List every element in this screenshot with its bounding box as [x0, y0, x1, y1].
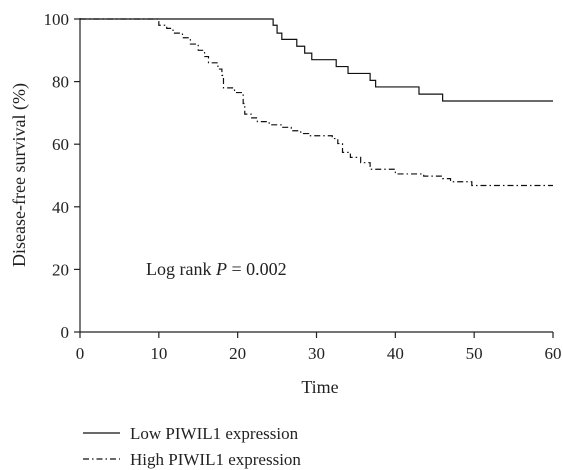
y-tick-label: 0 [61, 323, 70, 342]
y-tick-label: 20 [52, 260, 69, 279]
axes: 0 20 40 60 80 100 0 10 20 30 40 50 60 [44, 10, 562, 363]
x-tick-label: 20 [229, 344, 246, 363]
y-axis-label: Disease-free survival (%) [9, 83, 30, 267]
legend-label-low: Low PIWIL1 expression [130, 424, 299, 443]
series-line-high [80, 18, 553, 187]
x-tick-label: 0 [76, 344, 85, 363]
y-tick-label: 40 [52, 198, 69, 217]
x-tick-label: 40 [387, 344, 404, 363]
x-tick-label: 60 [545, 344, 562, 363]
x-tick-label: 30 [308, 344, 325, 363]
x-axis-label: Time [301, 377, 338, 397]
legend: Low PIWIL1 expression High PIWIL1 expres… [83, 424, 301, 469]
x-tick-label: 10 [150, 344, 167, 363]
log-rank-annotation: Log rank P = 0.002 [146, 259, 287, 279]
y-tick-label: 100 [44, 10, 70, 29]
series-lines [80, 18, 553, 187]
x-tick-label: 50 [466, 344, 483, 363]
y-tick-label: 80 [52, 73, 69, 92]
y-tick-label: 60 [52, 135, 69, 154]
series-line-low [80, 18, 553, 102]
legend-label-high: High PIWIL1 expression [130, 450, 301, 469]
